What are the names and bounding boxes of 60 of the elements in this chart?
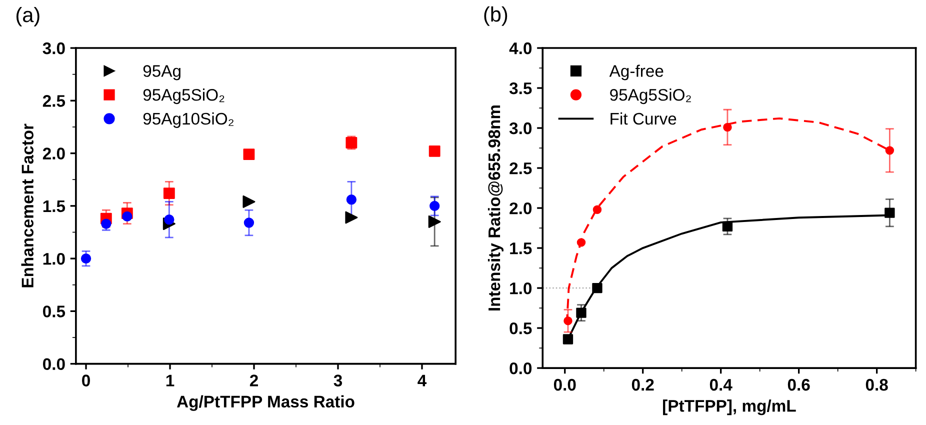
point <box>564 316 572 326</box>
point <box>242 195 256 208</box>
y-tick-label: 0.0 <box>43 358 65 370</box>
legend-label: Ag-free <box>609 64 664 80</box>
point <box>244 218 254 228</box>
point <box>562 334 574 344</box>
x-tick-label: 0.4 <box>710 378 732 391</box>
point <box>80 253 92 264</box>
x-axis-title: Ag/PtTFPP Mass Ratio <box>176 395 354 411</box>
point <box>346 194 357 205</box>
x-axis-title: [PtTFPP], mg/mL <box>663 400 796 416</box>
x-tick-label: 1 <box>166 374 174 386</box>
point <box>122 211 132 222</box>
y-tick-label: 1.0 <box>510 282 532 294</box>
y-axis-title: Intensity Ratio@655.98nm <box>488 106 504 310</box>
point <box>592 205 602 214</box>
x-tick-label: 0.6 <box>788 378 810 391</box>
x-tick-label: 2 <box>250 374 258 386</box>
text: (a) <box>16 6 40 26</box>
legend-label: 95Ag5SiO₂ <box>143 88 224 104</box>
y-tick-label: 2.0 <box>510 202 532 214</box>
y-tick-label: 3.0 <box>42 42 65 54</box>
point <box>723 122 732 132</box>
y-tick-label: 0.0 <box>510 362 532 374</box>
y-tick-label: 3.0 <box>509 122 532 134</box>
point <box>345 211 358 224</box>
y-tick-label: 3.5 <box>509 82 532 94</box>
y-tick-label: 2.5 <box>42 95 66 107</box>
y-tick-label: 2.5 <box>510 162 532 174</box>
point <box>576 308 586 318</box>
x-tick-label: 0.0 <box>554 378 576 391</box>
legend-label: 95Ag <box>143 65 180 80</box>
text: (b) <box>484 6 508 26</box>
point <box>428 215 441 228</box>
point <box>243 148 255 160</box>
legend-label: Fit Curve <box>610 112 676 125</box>
point <box>576 238 586 247</box>
point <box>164 214 174 225</box>
y-tick-label: 2.0 <box>42 148 65 160</box>
legend-label: 95Ag5SiO₂ <box>610 88 691 104</box>
point <box>430 200 440 211</box>
y-tick-label: 1.0 <box>43 252 65 265</box>
x-tick-label: 0.2 <box>632 378 654 391</box>
point <box>428 145 440 157</box>
y-axis-title: Enhancement Factor <box>21 124 34 288</box>
point <box>884 208 895 218</box>
y-tick-label: 0.5 <box>510 322 532 334</box>
x-tick-label: 4 <box>418 374 427 386</box>
point <box>163 188 175 199</box>
point <box>885 146 894 155</box>
y-tick-label: 1.5 <box>43 200 66 212</box>
point <box>592 282 602 294</box>
x-tick-label: 0.8 <box>866 378 888 391</box>
y-tick-label: 4.0 <box>509 42 532 54</box>
y-tick-label: 0.5 <box>43 306 66 318</box>
x-tick-label: 3 <box>334 374 342 386</box>
point <box>722 221 733 232</box>
y-tick-label: 1.5 <box>510 242 532 254</box>
legend-label: 95Ag10SiO₂ <box>143 112 234 128</box>
x-tick-label: 0 <box>82 374 90 386</box>
